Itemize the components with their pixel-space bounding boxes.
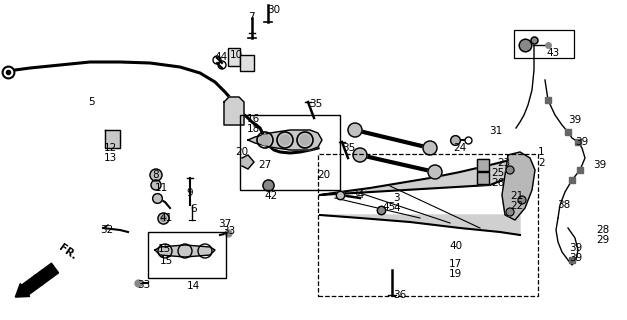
Text: 30: 30 <box>267 5 280 15</box>
Text: FR.: FR. <box>57 243 78 262</box>
Polygon shape <box>105 130 120 148</box>
Text: 39: 39 <box>575 137 588 147</box>
Circle shape <box>506 208 514 216</box>
Text: 12: 12 <box>104 143 117 153</box>
Circle shape <box>150 169 162 181</box>
Text: 3: 3 <box>393 193 399 203</box>
Text: 39: 39 <box>593 160 606 170</box>
Text: 31: 31 <box>489 126 502 136</box>
Text: 25: 25 <box>491 168 504 178</box>
Circle shape <box>280 135 290 145</box>
Text: 26: 26 <box>491 178 504 188</box>
Text: 42: 42 <box>264 191 277 201</box>
Text: 34: 34 <box>351 190 364 200</box>
Text: 33: 33 <box>137 280 150 290</box>
Bar <box>318 154 538 296</box>
Polygon shape <box>502 152 535 220</box>
Text: 1: 1 <box>538 147 545 157</box>
Text: 22: 22 <box>510 201 524 211</box>
Bar <box>514 30 574 58</box>
Text: 29: 29 <box>596 235 609 245</box>
Circle shape <box>353 148 367 162</box>
Text: 20: 20 <box>317 170 330 180</box>
FancyArrow shape <box>15 263 58 297</box>
Polygon shape <box>224 97 244 125</box>
Text: 8: 8 <box>152 170 159 180</box>
Text: 23: 23 <box>497 158 510 168</box>
Text: 10: 10 <box>230 50 243 60</box>
Text: 45: 45 <box>382 202 395 212</box>
Text: 41: 41 <box>159 213 172 223</box>
Polygon shape <box>320 160 520 195</box>
Bar <box>228 48 240 66</box>
Text: 37: 37 <box>218 219 231 229</box>
Text: 19: 19 <box>449 269 462 279</box>
Text: 24: 24 <box>453 143 466 153</box>
Polygon shape <box>320 215 520 235</box>
Text: 43: 43 <box>546 48 559 58</box>
Polygon shape <box>242 155 254 169</box>
Text: 39: 39 <box>568 115 581 125</box>
Text: 21: 21 <box>510 191 524 201</box>
Text: 9: 9 <box>186 188 192 198</box>
Text: 36: 36 <box>393 290 406 300</box>
Text: 35: 35 <box>342 143 356 153</box>
Circle shape <box>300 135 310 145</box>
Text: 16: 16 <box>247 114 260 124</box>
Text: 44: 44 <box>214 52 227 62</box>
Polygon shape <box>155 245 215 257</box>
Circle shape <box>151 180 161 190</box>
Text: 4: 4 <box>393 203 399 213</box>
Text: 39: 39 <box>569 253 582 263</box>
Text: 17: 17 <box>449 259 462 269</box>
Circle shape <box>260 135 270 145</box>
Text: 27: 27 <box>258 160 271 170</box>
Text: 14: 14 <box>187 281 200 291</box>
Bar <box>240 55 254 71</box>
Text: 39: 39 <box>569 243 582 253</box>
Text: 18: 18 <box>247 124 260 134</box>
Text: 38: 38 <box>557 200 570 210</box>
Text: 6: 6 <box>190 204 197 214</box>
Text: 20: 20 <box>235 147 248 157</box>
Bar <box>148 232 226 278</box>
Text: 33: 33 <box>222 226 235 236</box>
Circle shape <box>518 196 526 204</box>
Text: 35: 35 <box>309 99 322 109</box>
Circle shape <box>423 141 437 155</box>
Text: 7: 7 <box>248 12 255 22</box>
Bar <box>240 115 340 190</box>
Text: 2: 2 <box>538 158 545 168</box>
Text: 40: 40 <box>449 241 462 251</box>
Circle shape <box>348 123 362 137</box>
Circle shape <box>428 165 442 179</box>
Circle shape <box>506 166 514 174</box>
Text: 13: 13 <box>104 153 117 163</box>
Text: 5: 5 <box>88 97 95 107</box>
Polygon shape <box>248 130 322 150</box>
Text: 32: 32 <box>100 225 113 235</box>
Text: 28: 28 <box>596 225 609 235</box>
Text: 11: 11 <box>155 183 168 193</box>
Text: 15: 15 <box>158 244 171 254</box>
Text: 15: 15 <box>160 256 173 266</box>
